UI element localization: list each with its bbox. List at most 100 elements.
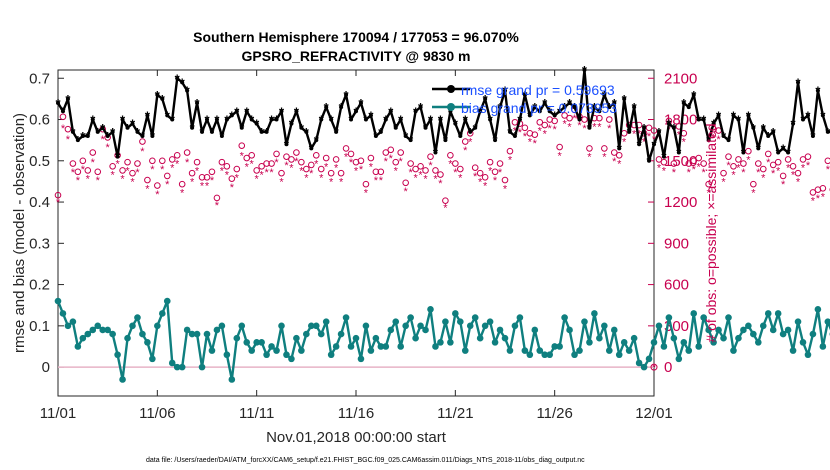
- y-tick-label: 0.1: [29, 318, 50, 335]
- obs-assimilated-point: *: [299, 165, 304, 177]
- obs-assimilated-point: *: [175, 159, 180, 171]
- obs-possible-point: [337, 169, 345, 177]
- obs-assimilated-point: *: [786, 163, 791, 175]
- rmse-point-dot: [284, 142, 289, 147]
- bias-point: [457, 318, 464, 326]
- rmse-point-dot: [56, 101, 60, 106]
- obs-possible-point: [655, 156, 663, 163]
- obs-assimilated-point: *: [110, 170, 115, 182]
- bias-point: [248, 347, 255, 354]
- obs-possible-point: [804, 153, 812, 160]
- y-tick-label: 0.5: [29, 153, 50, 170]
- bias-point: [620, 339, 628, 346]
- obs-assimilated-point: *: [692, 164, 697, 176]
- bias-point: [586, 339, 593, 346]
- rmse-point-dot: [512, 134, 517, 139]
- obs-possible-point-zero: [650, 363, 658, 371]
- obs-assimilated-point: *: [756, 167, 761, 179]
- bias-point: [680, 339, 688, 346]
- rmse-point-dot: [110, 129, 115, 134]
- obs-possible-point: [228, 175, 236, 182]
- bias-point: [466, 322, 474, 330]
- obs-possible-point: [327, 169, 335, 177]
- obs-possible-point: [367, 154, 375, 162]
- bias-point: [273, 347, 280, 354]
- obs-assimilated-point: *: [205, 181, 210, 193]
- rmse-point-dot: [175, 76, 180, 81]
- obs-assimilated-point: *: [115, 159, 120, 171]
- rmse-point-dot: [358, 101, 363, 106]
- obs-assimilated-point: *: [488, 165, 493, 177]
- bias-point: [352, 334, 360, 342]
- obs-possible-point: [278, 169, 285, 177]
- obs-possible-point: [670, 160, 678, 167]
- rmse-point-dot: [160, 96, 165, 101]
- bias-point: [655, 322, 663, 330]
- bias-point: [392, 318, 400, 326]
- rmse-point-dot: [483, 96, 488, 101]
- bias-point: [129, 322, 136, 330]
- bias-point: [531, 326, 539, 334]
- rmse-point-dot: [552, 113, 557, 118]
- obs-possible-point: [685, 160, 693, 167]
- y-tick-label: 0.2: [29, 277, 50, 294]
- rmse-point-dot: [522, 92, 527, 97]
- obs-assimilated-point: *: [389, 153, 394, 165]
- bias-point: [308, 322, 315, 330]
- obs-possible-point: [293, 149, 300, 156]
- obs-assimilated-point: *: [190, 176, 195, 188]
- bias-point: [322, 318, 330, 326]
- rmse-point-dot: [517, 117, 522, 122]
- rmse-point-dot: [269, 117, 274, 122]
- x-tick-label: 11/16: [338, 405, 374, 422]
- bias-point: [447, 339, 454, 346]
- rmse-point-dot: [676, 150, 681, 155]
- rmse-point-dot: [229, 113, 234, 118]
- obs-possible-point: [690, 157, 698, 165]
- rmse-point-dot: [786, 150, 791, 155]
- obs-possible-point: [347, 150, 355, 158]
- rmse-point-dot: [726, 138, 731, 143]
- obs-assimilated-point: *: [91, 157, 96, 169]
- rmse-point-dot: [383, 117, 388, 122]
- obs-assimilated-point: *: [776, 165, 781, 177]
- obs-assimilated-point: *: [632, 128, 637, 140]
- obs-possible-point: [601, 145, 608, 152]
- obs-possible-point: [531, 131, 539, 138]
- obs-assimilated-point: *: [726, 160, 731, 172]
- bias-point: [610, 326, 618, 334]
- bias-point: [59, 310, 67, 317]
- obs-possible-point: [377, 168, 385, 176]
- obs-possible-point: [501, 176, 509, 184]
- bias-point: [173, 363, 181, 371]
- bias-point: [501, 334, 509, 342]
- obs-possible-point: [759, 165, 767, 173]
- rmse-point-dot: [647, 158, 652, 163]
- obs-possible-point: [397, 149, 405, 156]
- obs-assimilated-point: *: [200, 181, 205, 193]
- obs-possible-point: [312, 151, 320, 159]
- rmse-point-dot: [274, 117, 279, 122]
- rmse-point-dot: [592, 105, 597, 110]
- bias-point: [789, 347, 797, 354]
- obs-possible-point: [645, 124, 653, 132]
- obs-assimilated-point: *: [369, 161, 374, 173]
- bias-point: [163, 297, 171, 305]
- bias-point: [606, 347, 613, 354]
- obs-possible-point: [59, 113, 67, 121]
- obs-assimilated-point: *: [572, 113, 577, 125]
- obs-assimilated-point: *: [106, 142, 111, 154]
- obs-possible-point: [725, 153, 732, 160]
- bias-point: [779, 330, 787, 338]
- bias-point: [203, 330, 211, 338]
- obs-possible-point: [481, 173, 489, 181]
- bias-point: [819, 343, 827, 350]
- bias-point: [298, 347, 305, 354]
- bias-point: [740, 326, 747, 334]
- obs-assimilated-point: *: [61, 123, 66, 135]
- rmse-point-dot: [195, 101, 200, 106]
- obs-assimilated-point: *: [96, 175, 101, 187]
- bias-point: [660, 343, 668, 350]
- bias-point: [407, 314, 414, 321]
- obs-possible-point: [496, 160, 504, 167]
